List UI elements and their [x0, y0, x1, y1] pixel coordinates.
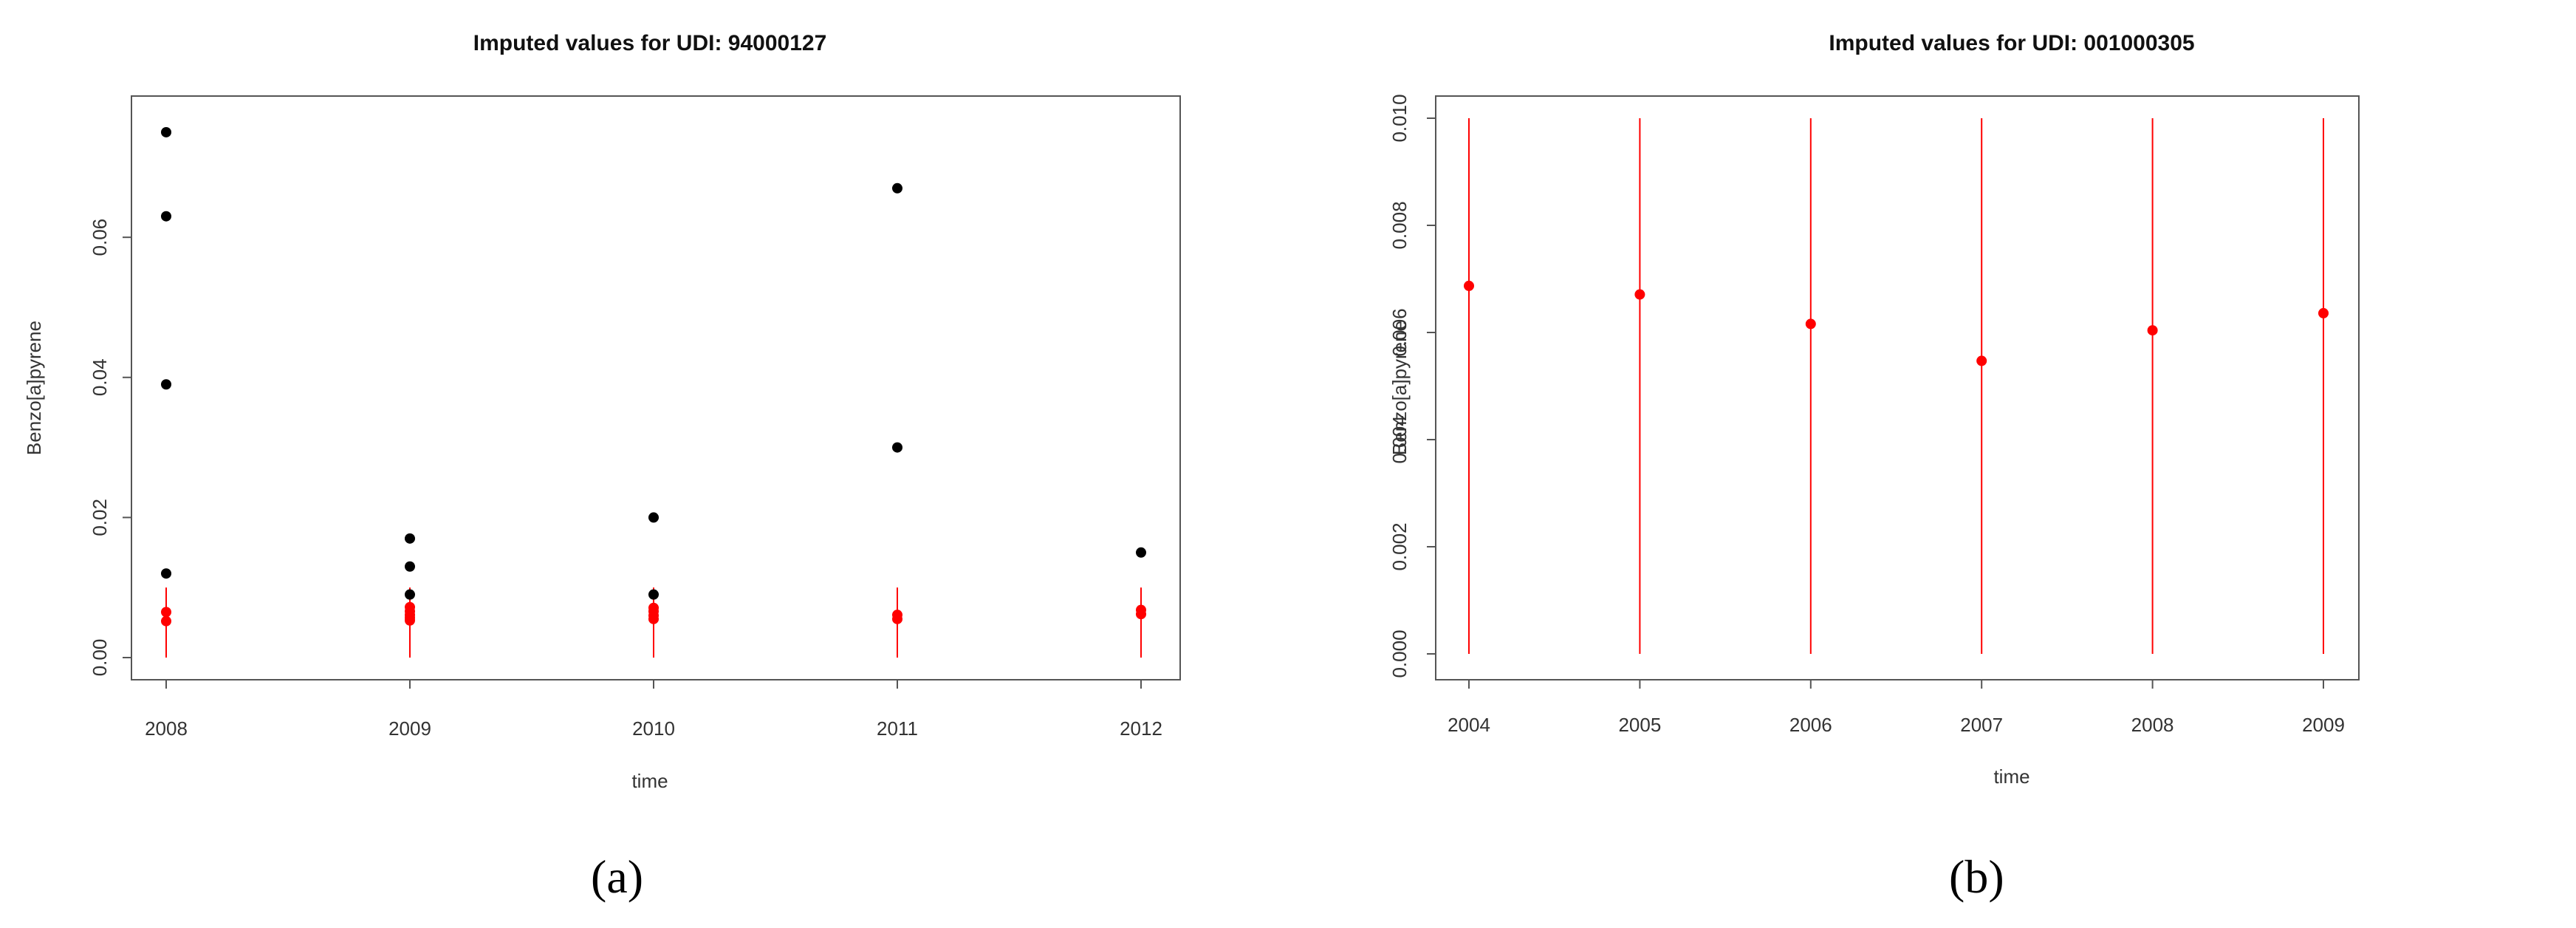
x-tick-label: 2010 — [632, 717, 675, 740]
chart-panel-b: Imputed values for UDI: 001000305 2004 20… — [1288, 0, 2576, 928]
plot-marks: 2004 2005 2006 2007 2008 2009 0.000 0.002 0.004 0… — [1388, 94, 2345, 736]
observed-point — [405, 561, 415, 572]
imputed-point — [1464, 280, 1474, 291]
observed-point — [161, 126, 171, 137]
observed-point — [892, 442, 902, 453]
observed-point — [648, 589, 659, 600]
observed-point — [892, 182, 902, 194]
x-tick-label: 2004 — [1448, 714, 1490, 736]
y-tick-label: 0.002 — [1388, 522, 1411, 570]
y-tick-label: 0.006 — [1388, 308, 1411, 356]
observed-point — [648, 512, 659, 523]
y-tick-label: 0.02 — [89, 499, 111, 536]
chart-panel-a: Imputed values for UDI: 94000127 2008 200… — [23, 31, 1181, 903]
x-tick-label: 2007 — [1960, 714, 2003, 736]
observed-point — [161, 379, 171, 390]
y-axis-label: Benzo[a]pyrene — [1388, 321, 1411, 455]
x-tick-label: 2008 — [2131, 714, 2174, 736]
imputed-point — [1805, 318, 1816, 330]
y-tick-label: 0.004 — [1388, 415, 1411, 463]
observed-point — [161, 568, 171, 579]
imputed-point — [648, 613, 659, 624]
x-tick-label: 2009 — [388, 717, 431, 740]
y-tick-label: 0.00 — [89, 639, 111, 677]
caption-a: (a) — [591, 850, 644, 903]
observed-point — [1136, 547, 1146, 558]
observed-point — [161, 211, 171, 222]
y-axis-label: Benzo[a]pyrene — [23, 321, 45, 455]
y-tick-label: 0.04 — [89, 358, 111, 396]
x-tick-label: 2011 — [877, 717, 918, 740]
imputed-point — [1634, 289, 1645, 300]
imputed-point — [405, 615, 415, 626]
x-axis-label: time — [1993, 765, 2029, 788]
plot-frame — [1435, 95, 2360, 680]
y-tick-label: 0.06 — [89, 219, 111, 256]
x-tick-label: 2005 — [1618, 714, 1661, 736]
chart-a: Imputed values for UDI: 94000127 2008 200… — [23, 31, 1181, 792]
y-tick-label: 0.010 — [1388, 94, 1411, 142]
imputed-point — [2318, 307, 2329, 318]
chart-title: Imputed values for UDI: 001000305 — [1829, 31, 2194, 55]
chart-b: Imputed values for UDI: 001000305 2004 20… — [1388, 31, 2360, 788]
plot-marks: 2008 2009 2010 2011 2012 0.00 0.02 0.04 0.06 — [89, 126, 1162, 740]
x-tick-label: 2009 — [2302, 714, 2345, 736]
chart-title: Imputed values for UDI: 94000127 — [473, 31, 827, 55]
imputed-point — [1136, 609, 1146, 620]
imputed-point — [892, 613, 902, 624]
imputed-point — [2147, 325, 2158, 336]
caption-b: (b) — [1949, 850, 2004, 903]
x-axis-label: time — [631, 770, 668, 792]
observed-point — [405, 589, 415, 600]
x-tick-label: 2008 — [145, 717, 188, 740]
imputed-point — [161, 607, 171, 618]
x-tick-label: 2006 — [1789, 714, 1832, 736]
y-tick-label: 0.000 — [1388, 630, 1411, 678]
imputed-point — [1976, 355, 1987, 366]
imputed-point — [161, 615, 171, 627]
plot-frame — [131, 95, 1181, 680]
y-tick-label: 0.008 — [1388, 201, 1411, 249]
observed-point — [405, 533, 415, 544]
x-tick-label: 2012 — [1120, 717, 1162, 740]
